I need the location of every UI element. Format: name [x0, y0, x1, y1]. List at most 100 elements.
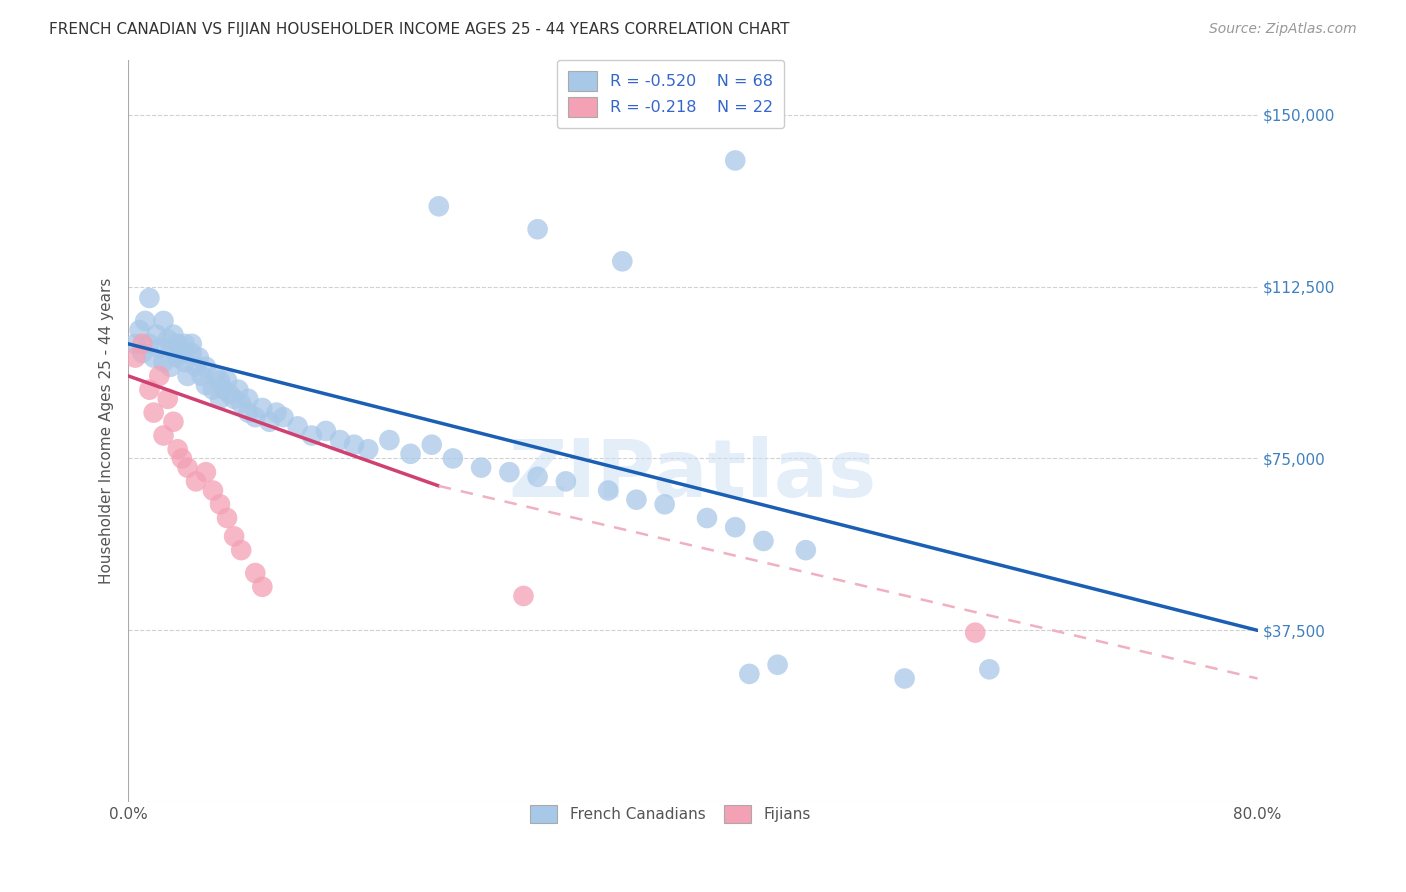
Point	[166, 442, 188, 457]
Point	[554, 475, 576, 489]
Point	[156, 332, 179, 346]
Point	[245, 566, 267, 580]
Point	[329, 433, 352, 447]
Point	[215, 374, 238, 388]
Point	[152, 314, 174, 328]
Point	[162, 327, 184, 342]
Point	[654, 497, 676, 511]
Point	[626, 492, 648, 507]
Point	[145, 327, 167, 342]
Point	[612, 254, 634, 268]
Point	[252, 580, 274, 594]
Point	[170, 451, 193, 466]
Point	[142, 406, 165, 420]
Point	[180, 336, 202, 351]
Point	[738, 666, 761, 681]
Point	[498, 465, 520, 479]
Text: FRENCH CANADIAN VS FIJIAN HOUSEHOLDER INCOME AGES 25 - 44 YEARS CORRELATION CHAR: FRENCH CANADIAN VS FIJIAN HOUSEHOLDER IN…	[49, 22, 790, 37]
Point	[176, 368, 198, 383]
Point	[190, 368, 212, 383]
Point	[273, 410, 295, 425]
Point	[526, 470, 548, 484]
Y-axis label: Householder Income Ages 25 - 44 years: Householder Income Ages 25 - 44 years	[100, 277, 114, 584]
Point	[166, 351, 188, 365]
Point	[204, 368, 226, 383]
Point	[187, 351, 209, 365]
Point	[219, 387, 242, 401]
Point	[893, 672, 915, 686]
Point	[238, 392, 260, 406]
Point	[201, 383, 224, 397]
Point	[152, 355, 174, 369]
Point	[131, 346, 153, 360]
Point	[131, 336, 153, 351]
Point	[208, 497, 231, 511]
Point	[201, 483, 224, 498]
Point	[427, 199, 450, 213]
Point	[794, 543, 817, 558]
Point	[441, 451, 464, 466]
Point	[138, 336, 160, 351]
Point	[148, 368, 170, 383]
Point	[245, 410, 267, 425]
Point	[156, 392, 179, 406]
Point	[162, 415, 184, 429]
Point	[724, 153, 747, 168]
Point	[166, 336, 188, 351]
Point	[124, 351, 146, 365]
Point	[470, 460, 492, 475]
Point	[194, 359, 217, 374]
Point	[215, 511, 238, 525]
Point	[212, 383, 235, 397]
Point	[184, 475, 207, 489]
Point	[696, 511, 718, 525]
Point	[134, 314, 156, 328]
Point	[965, 625, 987, 640]
Point	[184, 359, 207, 374]
Point	[301, 428, 323, 442]
Point	[224, 529, 246, 543]
Point	[170, 346, 193, 360]
Text: Source: ZipAtlas.com: Source: ZipAtlas.com	[1209, 22, 1357, 37]
Point	[194, 378, 217, 392]
Point	[138, 383, 160, 397]
Point	[357, 442, 380, 457]
Point	[315, 424, 337, 438]
Point	[378, 433, 401, 447]
Point	[979, 662, 1001, 676]
Point	[343, 438, 366, 452]
Point	[231, 396, 253, 410]
Point	[752, 533, 775, 548]
Point	[124, 336, 146, 351]
Point	[231, 543, 253, 558]
Point	[724, 520, 747, 534]
Point	[176, 460, 198, 475]
Point	[238, 406, 260, 420]
Point	[526, 222, 548, 236]
Point	[159, 359, 181, 374]
Point	[194, 465, 217, 479]
Point	[148, 342, 170, 356]
Point	[173, 355, 195, 369]
Point	[399, 447, 422, 461]
Point	[252, 401, 274, 415]
Legend: French Canadians, Fijians: French Canadians, Fijians	[517, 792, 823, 836]
Point	[259, 415, 281, 429]
Point	[598, 483, 620, 498]
Point	[180, 346, 202, 360]
Point	[766, 657, 789, 672]
Point	[152, 428, 174, 442]
Point	[208, 374, 231, 388]
Point	[512, 589, 534, 603]
Point	[420, 438, 443, 452]
Point	[224, 392, 246, 406]
Point	[138, 291, 160, 305]
Point	[287, 419, 309, 434]
Point	[142, 351, 165, 365]
Point	[228, 383, 250, 397]
Point	[208, 392, 231, 406]
Point	[159, 342, 181, 356]
Point	[266, 406, 288, 420]
Text: ZIPatlas: ZIPatlas	[509, 436, 877, 515]
Point	[128, 323, 150, 337]
